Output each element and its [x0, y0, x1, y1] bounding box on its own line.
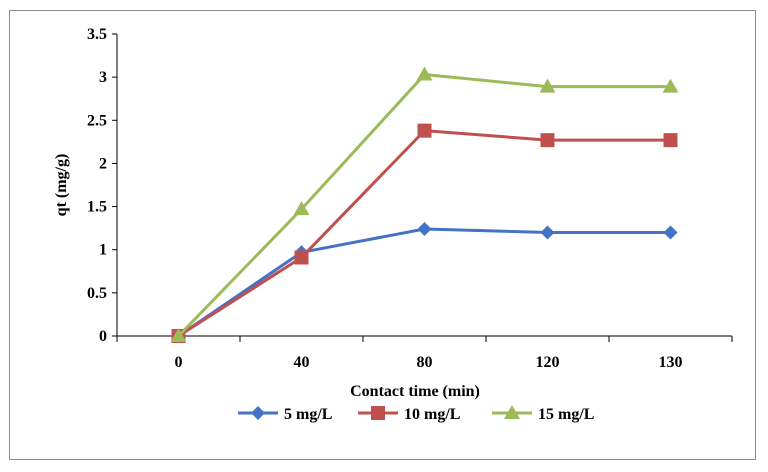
chart-frame [9, 10, 756, 460]
series-5-mg-l [171, 222, 678, 343]
y-tick-label: 3 [99, 69, 107, 86]
data-point [416, 66, 433, 81]
data-point [540, 133, 555, 148]
y-tick-label: 2.5 [87, 112, 107, 129]
series-line [177, 227, 671, 338]
x-tick-label: 0 [175, 354, 183, 371]
legend: 5 mg/L 10 mg/L 15 mg/L [238, 405, 594, 423]
y-tick-label: 1 [99, 242, 107, 259]
data-point [663, 225, 678, 240]
y-tick-label: 1.5 [87, 199, 107, 216]
y-tick-label: 2 [99, 155, 107, 172]
data-point [293, 201, 310, 216]
x-tick-label: 120 [536, 354, 560, 371]
legend-label: 5 mg/L [284, 406, 332, 423]
legend-label: 10 mg/L [404, 406, 460, 423]
legend-marker [251, 406, 265, 420]
legend-item: 10 mg/L [358, 406, 460, 423]
series-layer [170, 66, 679, 343]
series-line [177, 73, 671, 338]
legend-marker [504, 405, 520, 419]
x-tick-label: 40 [294, 354, 310, 371]
x-tick-label: 80 [417, 354, 433, 371]
y-axis: 0 0.5 1 1.5 2 2.5 3 3.5 [87, 26, 118, 345]
data-point [662, 78, 679, 93]
data-point [170, 328, 187, 342]
legend-marker [371, 406, 385, 420]
x-tick-label: 130 [659, 354, 683, 371]
y-tick-label: 3.5 [87, 26, 107, 43]
y-tick-label: 0.5 [87, 285, 107, 302]
x-axis: 0 40 80 120 130 [116, 335, 733, 371]
data-point [663, 133, 678, 148]
legend-item: 5 mg/L [238, 406, 332, 423]
data-point [417, 123, 432, 138]
x-axis-title: Contact time (min) [350, 383, 480, 400]
y-axis-title: qt (mg/g) [53, 154, 70, 217]
data-point [540, 225, 555, 240]
y-tick-label: 0 [99, 328, 107, 345]
data-point [417, 222, 432, 237]
data-point [539, 78, 556, 93]
data-point [294, 250, 309, 265]
legend-label: 15 mg/L [538, 406, 594, 423]
series-15-mg-l [170, 66, 679, 342]
legend-item: 15 mg/L [492, 405, 594, 423]
